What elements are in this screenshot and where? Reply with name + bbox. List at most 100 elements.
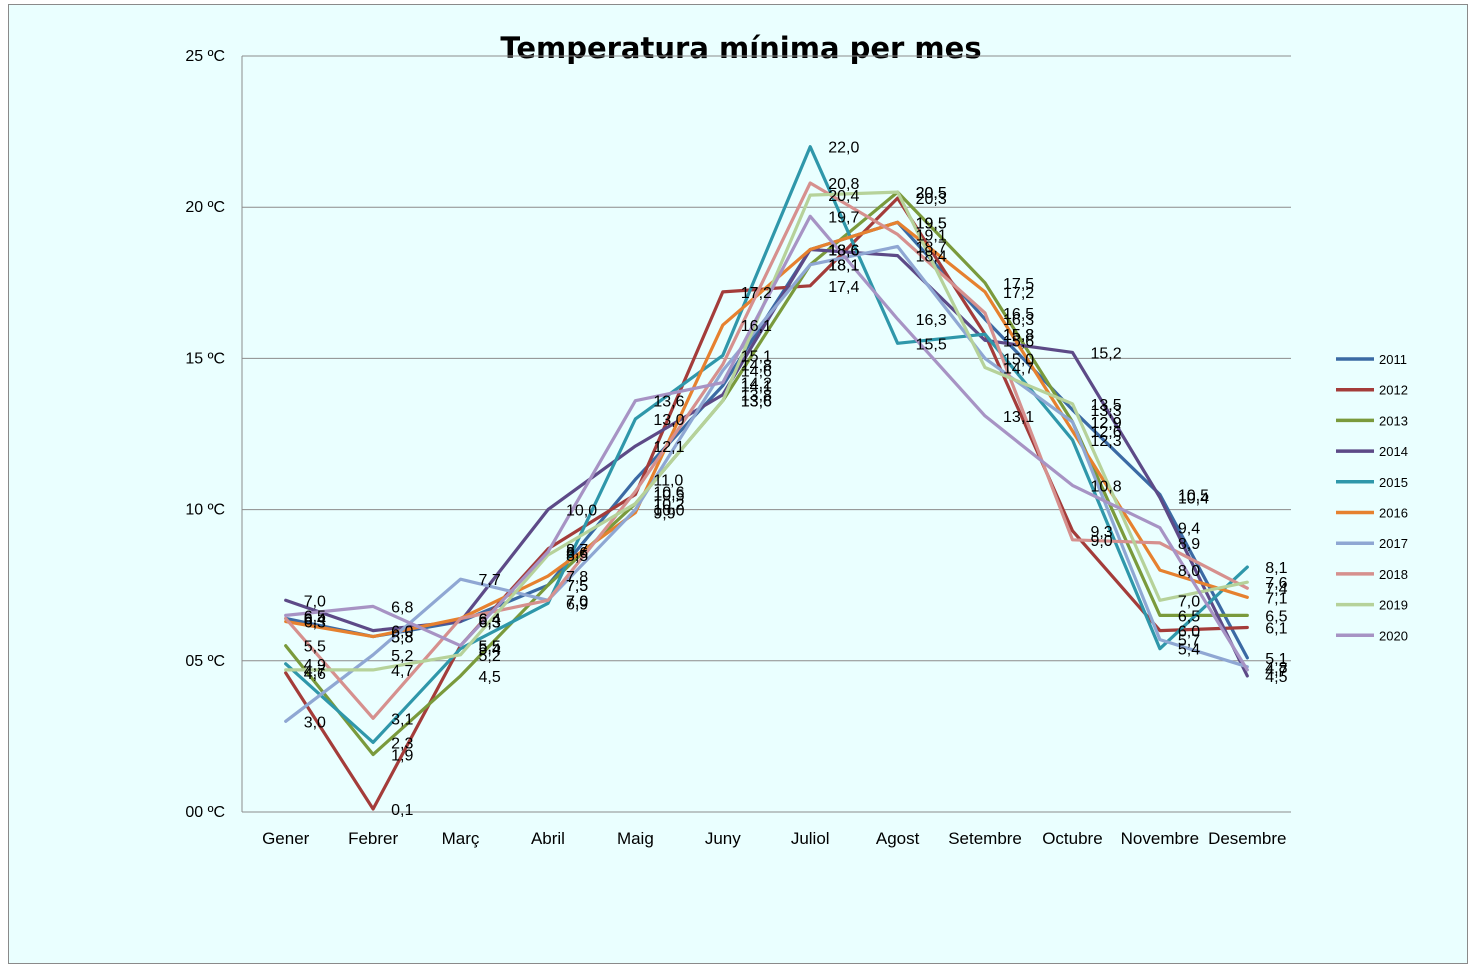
- series-line-2017: [284, 244, 1249, 723]
- data-label: 18,6: [828, 243, 859, 260]
- data-label: 5,4: [1178, 642, 1200, 659]
- data-label: 16,1: [741, 318, 772, 335]
- data-label: 6,4: [479, 611, 501, 628]
- data-label: 3,0: [304, 714, 326, 731]
- data-label: 8,7: [566, 542, 588, 559]
- data-label: 20,3: [916, 191, 947, 208]
- data-label: 22,0: [828, 140, 859, 157]
- legend-label: 2018: [1379, 567, 1408, 582]
- series-line-2014: [284, 247, 1249, 678]
- data-label: 6,0: [391, 624, 413, 641]
- data-label: 5,5: [304, 639, 326, 656]
- x-tick-label: Març: [442, 829, 480, 848]
- legend-label: 2020: [1379, 628, 1408, 643]
- y-tick-label: 20 ºC: [185, 199, 225, 216]
- data-label: 9,3: [1090, 524, 1112, 541]
- chart-frame: Temperatura mínima per mes 00 ºC 05 ºC 10 …: [8, 4, 1468, 964]
- legend-label: 2015: [1379, 475, 1408, 490]
- y-tick-label: 10 ºC: [185, 502, 225, 519]
- data-label: 19,5: [916, 215, 947, 232]
- data-label: 8,9: [1178, 536, 1200, 553]
- data-label: 5,5: [479, 639, 501, 656]
- data-label: 15,1: [741, 348, 772, 365]
- series-line-2020: [284, 214, 1249, 672]
- data-label: 7,0: [304, 593, 326, 610]
- data-label: 10,8: [1090, 478, 1121, 495]
- data-label: 5,7: [1178, 633, 1200, 650]
- data-label: 7,5: [566, 578, 588, 595]
- data-label: 6,9: [566, 596, 588, 613]
- data-label: 4,6: [304, 666, 326, 683]
- data-label: 15,0: [1003, 351, 1034, 368]
- data-label: 4,7: [304, 663, 326, 680]
- data-label: 18,4: [916, 249, 947, 266]
- data-label: 7,1: [1265, 590, 1287, 607]
- data-label: 14,6: [741, 363, 772, 380]
- data-label: 13,6: [741, 394, 772, 411]
- data-label: 13,8: [741, 388, 772, 405]
- data-label: 5,4: [479, 642, 501, 659]
- data-label: 10,5: [1178, 487, 1209, 504]
- x-tick-label: Maig: [617, 829, 654, 848]
- data-label: 13,3: [1090, 403, 1121, 420]
- data-label: 4,5: [1265, 669, 1287, 686]
- data-label: 10,0: [653, 503, 684, 520]
- data-label: 4,5: [479, 669, 501, 686]
- data-label: 7,8: [566, 569, 588, 586]
- data-label: 7,0: [566, 593, 588, 610]
- data-label: 10,4: [1178, 491, 1209, 508]
- data-label: 6,4: [304, 611, 326, 628]
- data-label: 4,9: [304, 657, 326, 674]
- data-label: 12,6: [1090, 424, 1121, 441]
- data-label: 17,2: [741, 285, 772, 302]
- x-tick-label: Setembre: [948, 829, 1022, 848]
- legend-label: 2012: [1379, 383, 1408, 398]
- data-label: 6,1: [1265, 621, 1287, 638]
- data-label: 7,5: [566, 578, 588, 595]
- data-label: 9,4: [1178, 521, 1200, 538]
- data-label: 8,0: [1178, 563, 1200, 580]
- data-label: 18,6: [828, 243, 859, 260]
- data-label: 19,5: [916, 215, 947, 232]
- data-label: 7,0: [566, 593, 588, 610]
- data-label: 6,5: [1178, 608, 1200, 625]
- x-tick-label: Agost: [876, 829, 920, 848]
- data-label: 12,1: [653, 439, 684, 456]
- data-label: 14,1: [741, 379, 772, 396]
- data-label: 18,7: [916, 240, 947, 257]
- x-tick-label: Novembre: [1121, 829, 1199, 848]
- data-label: 6,3: [304, 614, 326, 631]
- data-label: 8,1: [1265, 560, 1287, 577]
- data-label: 18,6: [828, 243, 859, 260]
- data-label: 6,5: [1265, 608, 1287, 625]
- data-label: 9,9: [653, 506, 675, 523]
- data-label: 20,5: [916, 185, 947, 202]
- data-label: 17,4: [828, 279, 859, 296]
- data-label: 6,4: [479, 611, 501, 628]
- data-label: 7,0: [1178, 593, 1200, 610]
- data-label: 5,1: [1265, 651, 1287, 668]
- x-tick-label: Febrer: [348, 829, 398, 848]
- data-label: 0,1: [391, 802, 413, 819]
- data-label: 4,7: [391, 663, 413, 680]
- data-label: 6,8: [391, 599, 413, 616]
- data-label: 17,2: [1003, 285, 1034, 302]
- data-label: 11,0: [653, 472, 683, 489]
- data-label: 7,4: [1265, 581, 1287, 598]
- data-label: 15,5: [916, 336, 947, 353]
- data-label: 4,7: [1265, 663, 1287, 680]
- x-tick-label: Abril: [531, 829, 565, 848]
- data-label: 17,5: [1003, 276, 1034, 293]
- x-tick-label: Gener: [262, 829, 310, 848]
- data-label: 19,7: [828, 209, 859, 226]
- y-tick-label: 00 ºC: [185, 804, 225, 821]
- x-tick-label: Juliol: [791, 829, 830, 848]
- data-label: 10,2: [653, 497, 684, 514]
- chart-title: Temperatura mínima per mes: [500, 31, 981, 65]
- data-label: 12,9: [1090, 415, 1121, 432]
- data-label: 15,8: [1003, 327, 1034, 344]
- data-label: 4,8: [1265, 660, 1287, 677]
- data-label: 6,3: [479, 614, 501, 631]
- data-label: 8,5: [566, 548, 588, 565]
- data-label: 14,2: [741, 376, 772, 393]
